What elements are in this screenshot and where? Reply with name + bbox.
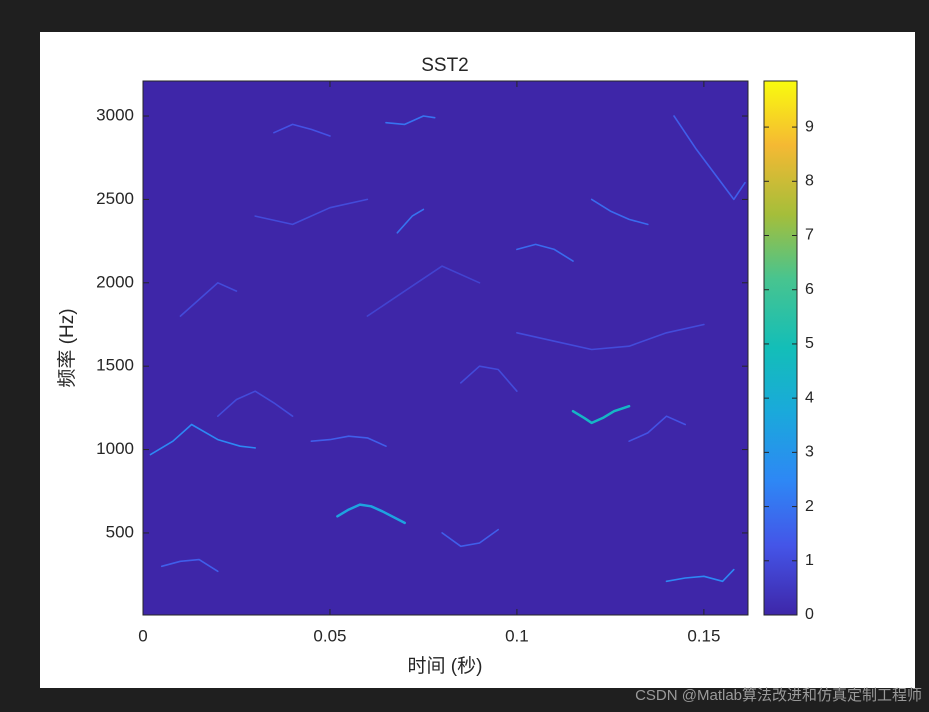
ridge <box>160 558 219 573</box>
ridge <box>149 423 256 456</box>
colorbar-tick-label: 1 <box>805 552 814 569</box>
ridge <box>665 568 735 583</box>
ridge <box>179 282 238 317</box>
ridge <box>366 265 481 317</box>
chart-title: SST2 <box>421 55 469 76</box>
y-tick-label: 500 <box>106 522 134 541</box>
colorbar-tick-label: 7 <box>805 227 814 244</box>
ridge <box>460 365 518 392</box>
ridge <box>385 115 436 126</box>
x-tick-label: 0.05 <box>313 626 346 645</box>
colorbar-tick-label: 4 <box>805 389 814 406</box>
x-tick-label: 0.1 <box>505 626 529 645</box>
ridge <box>516 323 705 351</box>
watermark: CSDN @Matlab算法改进和仿真定制工程师 <box>635 686 922 704</box>
ridge <box>571 404 631 425</box>
y-axis-label: 频率 (Hz) <box>56 308 78 387</box>
colorbar-tick-label: 9 <box>805 118 814 135</box>
ridge <box>628 415 686 442</box>
ridge <box>273 123 331 137</box>
y-tick-label: 1500 <box>96 356 134 375</box>
ridge <box>396 208 425 234</box>
ridge <box>336 503 406 525</box>
x-tick-label: 0.15 <box>687 626 720 645</box>
ridge <box>673 115 746 201</box>
ridge <box>441 528 499 548</box>
ridge <box>254 198 369 226</box>
colorbar-tick-label: 0 <box>805 606 814 623</box>
colorbar-tick-label: 3 <box>805 444 814 461</box>
colorbar-tick-label: 5 <box>805 335 814 352</box>
ridge <box>310 435 387 447</box>
colorbar-tick-label: 8 <box>805 173 814 190</box>
ridge <box>217 390 294 417</box>
y-tick-label: 2000 <box>96 272 134 291</box>
colorbar-tick-label: 2 <box>805 498 814 515</box>
x-axis-label: 时间 (秒) <box>408 655 483 677</box>
colorbar-tick-label: 6 <box>805 281 814 298</box>
y-tick-label: 3000 <box>96 106 134 125</box>
plot-background <box>143 81 748 615</box>
ridge <box>516 243 574 262</box>
y-tick-label: 2500 <box>96 189 134 208</box>
x-tick-label: 0 <box>138 626 147 645</box>
ridge <box>590 198 649 226</box>
y-tick-label: 1000 <box>96 439 134 458</box>
ridges <box>149 115 746 583</box>
colorbar <box>763 80 798 616</box>
axes-box <box>142 80 749 616</box>
